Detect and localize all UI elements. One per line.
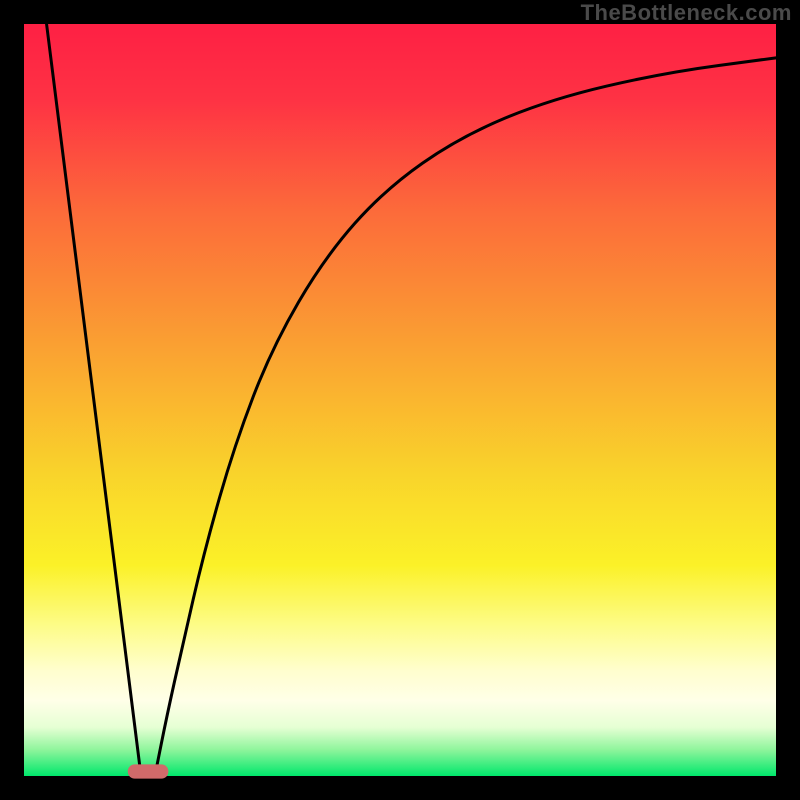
optimum-marker (128, 764, 169, 778)
bottleneck-chart: TheBottleneck.com (0, 0, 800, 800)
watermark-text: TheBottleneck.com (581, 0, 792, 26)
gradient-background (24, 24, 776, 776)
chart-svg (0, 0, 800, 800)
